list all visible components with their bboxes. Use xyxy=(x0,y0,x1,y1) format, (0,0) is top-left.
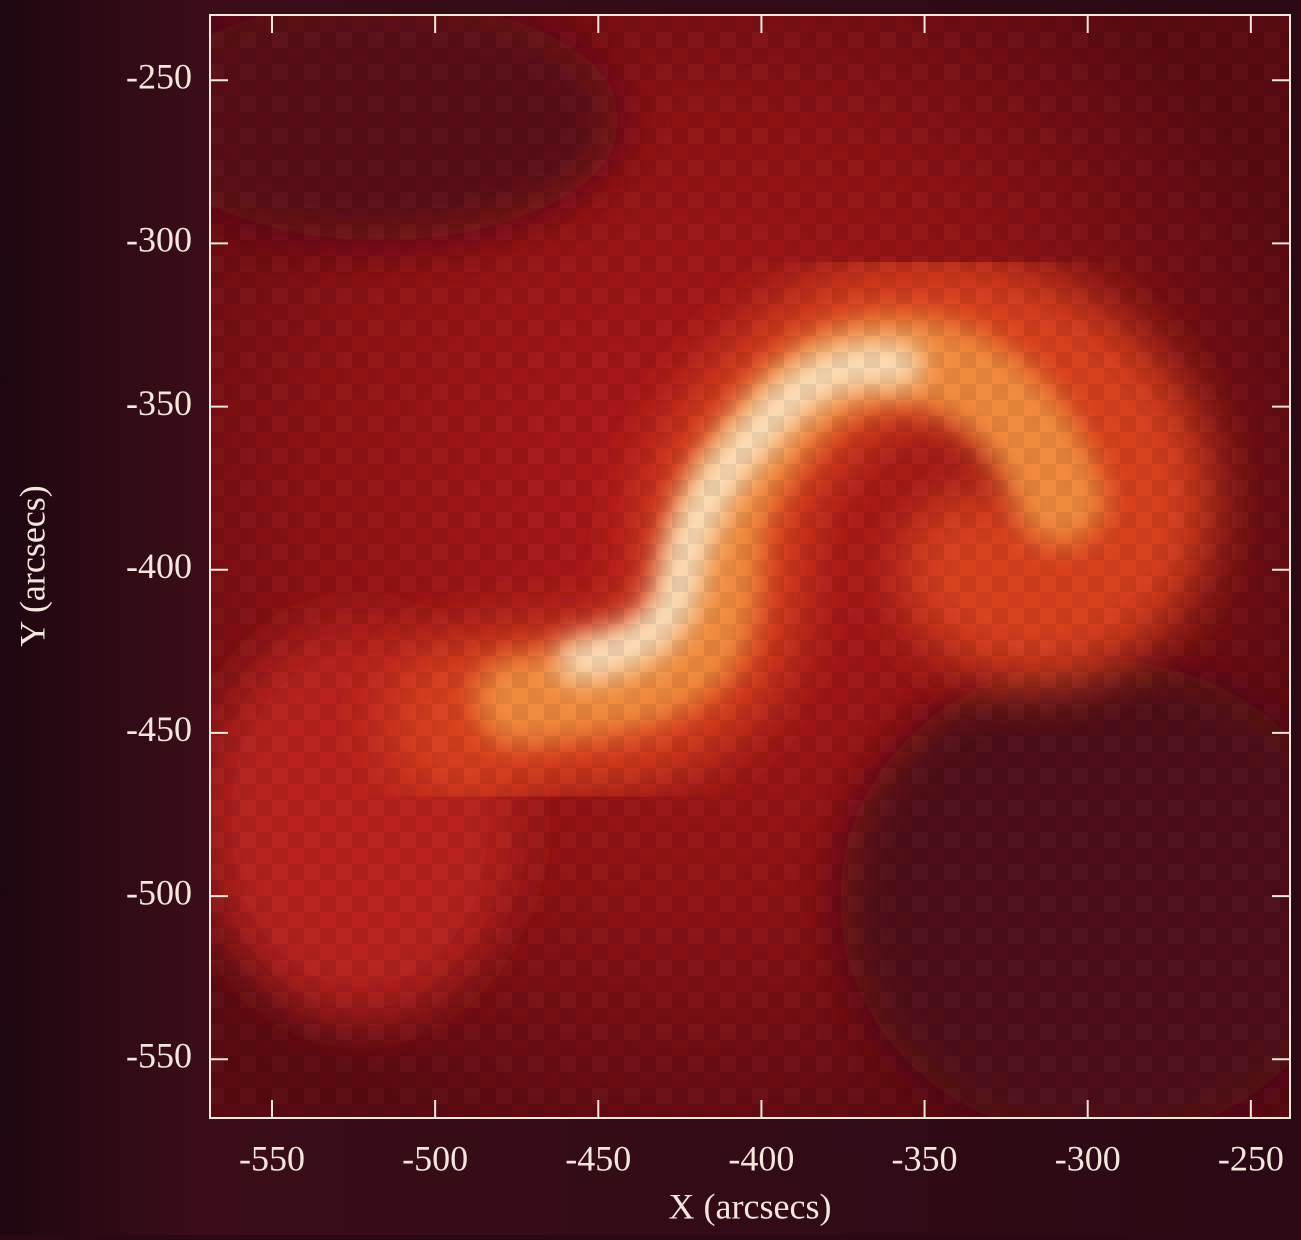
x-tick-label: -250 xyxy=(1218,1138,1284,1178)
y-tick-label: -450 xyxy=(126,709,192,749)
x-tick-label: -450 xyxy=(565,1138,631,1178)
y-tick-label: -250 xyxy=(126,57,192,97)
y-tick-label: -500 xyxy=(126,872,192,912)
x-tick-label: -500 xyxy=(402,1138,468,1178)
x-tick-label: -350 xyxy=(892,1138,958,1178)
y-axis-label: Y (arcsecs) xyxy=(12,485,52,647)
x-axis-label: X (arcsecs) xyxy=(669,1186,832,1226)
pixel-texture xyxy=(210,15,1290,1118)
y-tick-label: -350 xyxy=(126,383,192,423)
y-tick-label: -550 xyxy=(126,1036,192,1076)
y-tick-label: -400 xyxy=(126,546,192,586)
x-tick-label: -400 xyxy=(728,1138,794,1178)
image xyxy=(140,0,1301,1140)
y-tick-label: -300 xyxy=(126,220,192,260)
x-tick-label: -550 xyxy=(239,1138,305,1178)
chart: X (arcsecs) Y (arcsecs) -550 -500 -450 -400… xyxy=(0,0,1301,1235)
x-tick-label: -300 xyxy=(1055,1138,1121,1178)
